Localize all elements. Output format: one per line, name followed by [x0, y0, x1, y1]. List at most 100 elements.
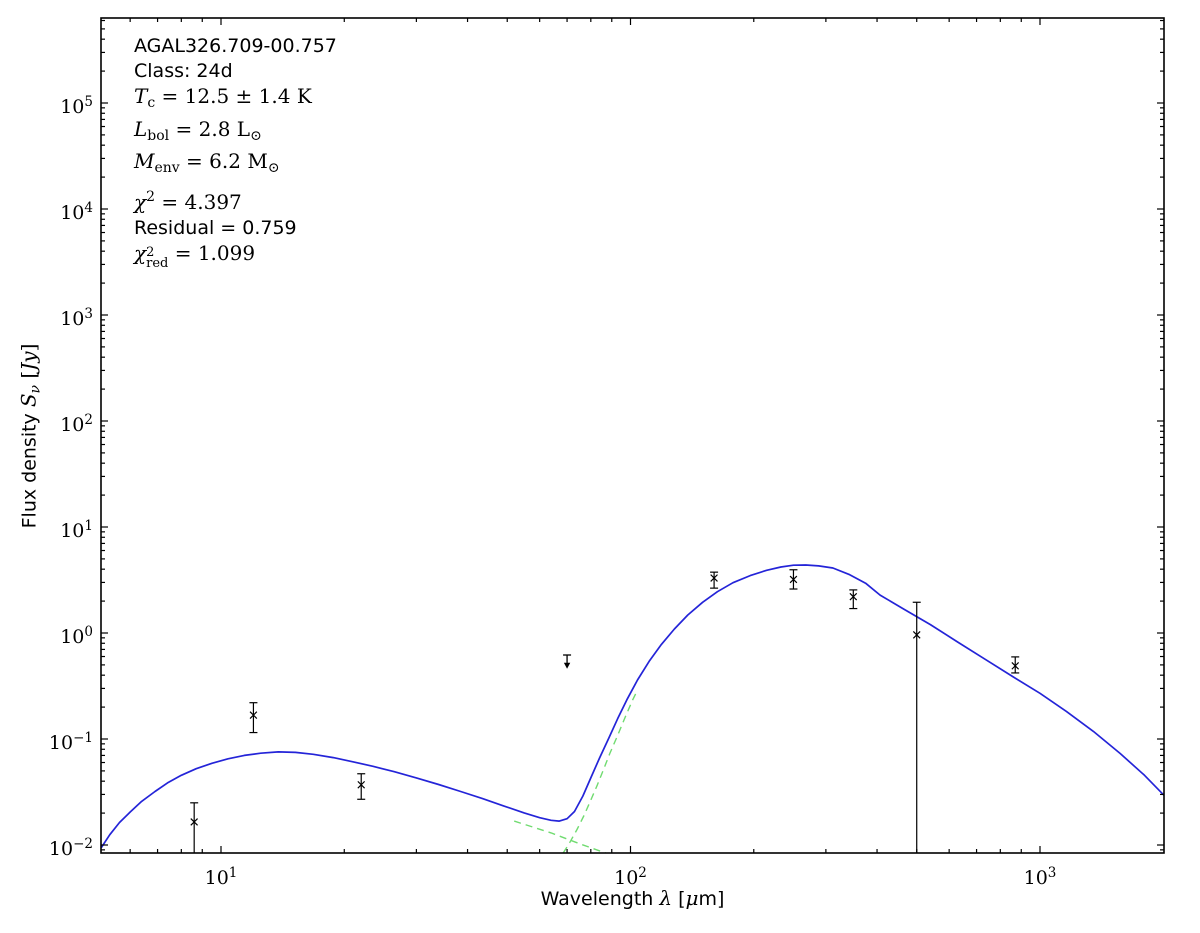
text-segment: Flux density: [18, 407, 41, 529]
data-point: [789, 569, 798, 590]
y-tick-label: 10−1: [33, 725, 93, 756]
tick-label-exponent: 5: [84, 94, 93, 110]
tick-label-base: 10: [60, 520, 85, 542]
text-segment: Class: 24d: [134, 60, 233, 83]
data-point: [849, 589, 858, 610]
plot-area-group: [101, 564, 1164, 853]
tick-label-exponent: −1: [73, 730, 93, 746]
annotation-line: Menv = 6.2 M⊙: [134, 149, 337, 181]
x-marker: [849, 592, 858, 601]
tick-label-base: 10: [60, 414, 85, 436]
down-arrow-icon: [563, 662, 571, 669]
tick-label-base: 10: [204, 867, 229, 889]
y-tick-label: 103: [33, 301, 93, 332]
annotation-line: AGAL326.709-00.757: [134, 34, 337, 59]
tick-label-exponent: 3: [1047, 865, 1057, 881]
text-segment: χ: [134, 241, 147, 266]
x-marker: [710, 574, 718, 582]
x-tick-label: 102: [596, 860, 666, 891]
upper-limit-marker: [563, 654, 572, 669]
y-axis-label: Flux density Sν [Jy]: [17, 344, 44, 529]
y-tick-label: 101: [33, 513, 93, 544]
sub-text: red: [146, 256, 169, 272]
x-marker: [1011, 662, 1020, 670]
text-segment: [: [672, 888, 686, 910]
plot-border: [100, 17, 1165, 854]
text-segment: c: [147, 95, 156, 112]
text-segment: Residual = 0.759: [134, 217, 297, 240]
tick-label-base: 10: [60, 96, 85, 118]
y-tick-label: 105: [33, 89, 93, 120]
x-axis-label: Wavelength λ [μm]: [101, 886, 1164, 910]
data-point: [1011, 656, 1020, 674]
annotation-block: AGAL326.709-00.757 Class: 24d Tc = 12.5 ± …: [134, 34, 337, 272]
x-tick-label: 101: [186, 860, 256, 891]
text-segment: L: [134, 116, 148, 141]
text-segment: ν: [27, 384, 44, 394]
x-marker: [249, 711, 258, 719]
tick-label-base: 10: [614, 867, 639, 889]
tick-label-exponent: 1: [84, 518, 93, 534]
x-marker: [357, 780, 366, 789]
data-point: [249, 702, 258, 734]
y-tick-label: 102: [33, 407, 93, 438]
tick-label-exponent: 2: [638, 865, 647, 881]
tick-label-base: 10: [60, 626, 85, 648]
text-segment: S: [16, 393, 41, 408]
text-segment: μ: [685, 886, 699, 910]
tick-label-exponent: 4: [84, 200, 93, 216]
y-tick-label: 104: [33, 195, 93, 226]
annotation-line: χ 2 red = 1.099: [134, 241, 337, 272]
text-segment: 2: [146, 189, 156, 206]
data-point: [912, 601, 921, 853]
text-segment: = 2.8 L: [169, 116, 251, 141]
text-segment: Wavelength: [540, 888, 660, 910]
tick-label-base: 10: [48, 838, 74, 860]
text-segment: bol: [147, 127, 170, 144]
tick-label-exponent: 3: [84, 306, 93, 322]
series-cold-component: [562, 689, 639, 853]
tick-label-exponent: 0: [84, 624, 93, 640]
text-segment: χ: [134, 190, 147, 215]
data-point: [190, 802, 199, 853]
tick-label-exponent: 2: [84, 412, 93, 428]
text-segment: AGAL326.709-00.757: [134, 35, 337, 57]
y-tick-label: 100: [33, 619, 93, 650]
annotation-line: Residual = 0.759: [134, 216, 337, 241]
text-segment: [: [16, 370, 41, 385]
annotation-line: Class: 24d: [134, 59, 337, 84]
x-marker: [789, 575, 798, 584]
tick-label-exponent: −2: [73, 836, 93, 852]
text-supsub: 2 red: [146, 245, 169, 272]
tick-label-base: 10: [60, 202, 85, 224]
text-segment: T: [134, 84, 148, 109]
y-tick-label: 10−2: [33, 831, 93, 862]
text-segment: ⊙: [250, 127, 262, 144]
data-point: [710, 571, 719, 589]
text-segment: λ: [659, 886, 673, 910]
annotation-line: χ2 = 4.397: [134, 185, 337, 216]
tick-label-base: 10: [60, 308, 85, 330]
series-model-fit: [101, 564, 1164, 849]
text-segment: env: [154, 159, 180, 176]
annotation-line: Tc = 12.5 ± 1.4 K: [134, 84, 337, 116]
sup-text: 2: [146, 245, 155, 261]
data-point: [357, 773, 366, 800]
annotation-line: Lbol = 2.8 L⊙: [134, 117, 337, 149]
text-segment: = 6.2 M: [179, 148, 268, 173]
x-tick-label: 103: [1005, 860, 1075, 891]
tick-label-base: 10: [48, 732, 74, 754]
text-segment: = 12.5 ± 1.4 K: [155, 84, 312, 109]
text-segment: m]: [698, 888, 725, 910]
tick-label-base: 10: [1023, 867, 1048, 889]
text-segment: = 1.099: [168, 241, 256, 266]
text-segment: Jy: [16, 351, 41, 371]
text-segment: ]: [16, 343, 41, 352]
tick-label-exponent: 1: [228, 865, 238, 881]
text-segment: ⊙: [267, 159, 280, 176]
text-segment: = 4.397: [155, 190, 242, 215]
text-segment: M: [134, 148, 155, 173]
series-warm-component: [513, 820, 606, 853]
